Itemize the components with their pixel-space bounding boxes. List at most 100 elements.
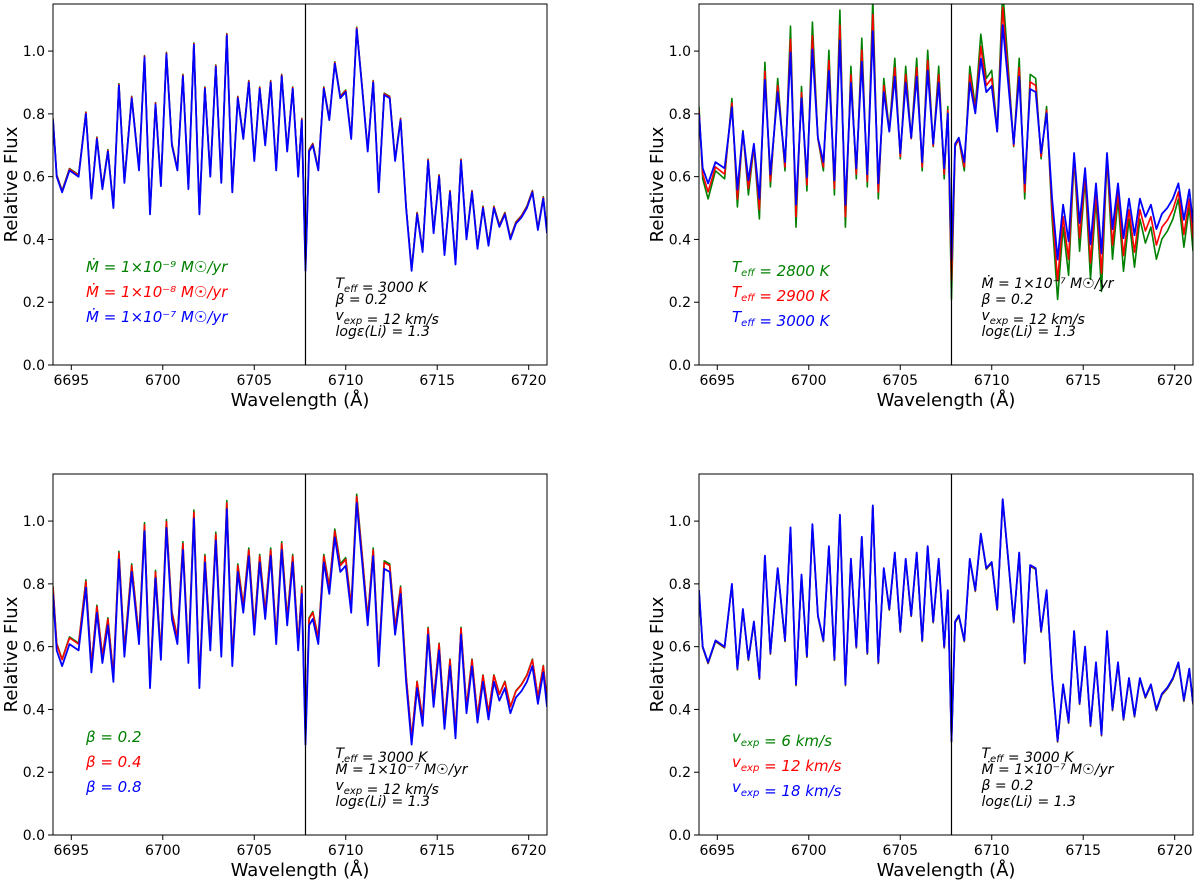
y-axis-label: Relative Flux [647,596,668,712]
legend-entry-3: Teff = 3000 K [732,308,831,330]
series-group [699,498,1193,743]
param-annotation-3: vexp = 12 km/s [335,308,438,328]
param-annotation-4: logε(Li) = 1.3 [335,794,429,810]
y-tick-label: 0.8 [23,107,45,123]
x-tick-label: 6720 [511,373,547,389]
y-tick-label: 0.8 [669,107,691,123]
legend-entry-3: β = 0.8 [85,778,142,796]
y-tick-label: 0.4 [23,232,45,248]
x-tick-label: 6720 [1157,843,1193,859]
series-line-3 [53,28,547,272]
x-tick-label: 6715 [1065,373,1101,389]
param-annotation-4: logε(Li) = 1.3 [335,324,429,340]
axes-frame [698,473,1194,836]
x-axis-label: Wavelength (Å) [231,389,370,411]
param-annotation-2: β = 0.2 [334,292,387,308]
x-tick-label: 6700 [145,373,181,389]
x-tick-label: 6715 [419,843,455,859]
x-tick-label: 6705 [236,373,272,389]
y-tick-label: 0.4 [23,702,45,718]
x-tick-label: 6695 [699,843,735,859]
y-axis-label: Relative Flux [1,596,22,712]
series-line-3 [699,24,1193,261]
x-tick-label: 6715 [419,373,455,389]
panel-teff: 6695 6700 6705 6710 6715 6720 0.0 0.2 0.4 0.6 0.8 1… [647,3,1194,411]
y-axis-label: Relative Flux [1,126,22,242]
panel-mdot: 6695 6700 6705 6710 6715 6720 0.0 0.2 0.4 0.6 0.8 1… [1,3,548,411]
y-tick-label: 0.0 [23,358,45,374]
x-tick-label: 6710 [328,843,364,859]
x-tick-label: 6695 [53,843,89,859]
y-tick-label: 0.2 [23,765,45,781]
x-tick-label: 6720 [511,843,547,859]
param-annotation-2: β = 0.2 [980,292,1033,308]
legend-entry-1: Teff = 2800 K [732,258,831,280]
x-tick-label: 6695 [53,373,89,389]
param-annotation-3: vexp = 12 km/s [335,778,438,798]
x-tick-label: 6710 [974,843,1010,859]
y-tick-label: 0.0 [23,828,45,844]
x-tick-label: 6700 [791,843,827,859]
y-axis-label: Relative Flux [647,126,668,242]
x-tick-label: 6705 [882,373,918,389]
series-group [699,4,1193,301]
param-annotation-3: vexp = 12 km/s [981,308,1084,328]
y-tick-label: 0.0 [669,358,691,374]
y-tick-label: 0.6 [23,170,45,186]
x-tick-label: 6695 [699,373,735,389]
series-line-3 [53,501,547,746]
x-axis-label: Wavelength (Å) [231,859,370,881]
axes-frame [698,3,1194,366]
x-tick-label: 6700 [791,373,827,389]
param-annotation-3: β = 0.2 [980,778,1033,794]
series-line-3 [699,498,1193,742]
param-annotation-2: Ṁ = 1×10⁻⁷ M☉/yr [335,760,468,778]
legend-entry-1: Ṁ = 1×10⁻⁹ M☉/yr [86,257,228,276]
legend-entry-1: vexp = 6 km/s [732,728,832,750]
y-tick-label: 1.0 [23,44,45,60]
x-tick-label: 6710 [974,373,1010,389]
y-tick-label: 0.0 [669,828,691,844]
param-annotation-1: Ṁ = 1×10⁻⁷ M☉/yr [981,274,1114,292]
x-tick-label: 6710 [328,373,364,389]
axes-frame [52,3,548,366]
legend-entry-3: Ṁ = 1×10⁻⁷ M☉/yr [86,307,228,326]
series-group [53,26,547,272]
param-annotation-4: logε(Li) = 1.3 [981,324,1075,340]
x-tick-label: 6720 [1157,373,1193,389]
y-tick-label: 0.8 [669,577,691,593]
y-tick-label: 0.6 [669,170,691,186]
series-group [53,493,547,746]
legend-entry-2: vexp = 12 km/s [732,753,842,775]
y-tick-label: 0.2 [23,295,45,311]
y-tick-label: 0.6 [23,640,45,656]
y-tick-label: 0.6 [669,640,691,656]
legend-entry-3: vexp = 18 km/s [732,778,842,800]
legend-entry-2: Teff = 2900 K [732,283,831,305]
panel-beta: 6695 6700 6705 6710 6715 6720 0.0 0.2 0.4 0.6 0.8 1… [1,473,548,881]
x-tick-label: 6705 [882,843,918,859]
param-annotation-1: Teff = 3000 K [981,746,1075,766]
x-axis-label: Wavelength (Å) [877,389,1016,411]
y-tick-label: 0.4 [669,702,691,718]
y-tick-label: 0.4 [669,232,691,248]
x-tick-label: 6705 [236,843,272,859]
x-tick-label: 6715 [1065,843,1101,859]
param-annotation-1: Teff = 3000 K [335,746,429,766]
panel-vexp: 6695 6700 6705 6710 6715 6720 0.0 0.2 0.4 0.6 0.8 1… [647,473,1194,881]
param-annotation-2: Ṁ = 1×10⁻⁷ M☉/yr [981,760,1114,778]
y-tick-label: 0.8 [23,577,45,593]
x-tick-label: 6700 [145,843,181,859]
y-tick-label: 0.2 [669,295,691,311]
param-annotation-1: Teff = 3000 K [335,276,429,296]
legend-entry-1: β = 0.2 [85,728,142,746]
y-tick-label: 1.0 [669,514,691,530]
legend-entry-2: Ṁ = 1×10⁻⁸ M☉/yr [86,282,228,301]
legend-entry-2: β = 0.4 [85,753,142,771]
axes-frame [52,473,548,836]
x-axis-label: Wavelength (Å) [877,859,1016,881]
y-tick-label: 1.0 [669,44,691,60]
y-tick-label: 1.0 [23,514,45,530]
param-annotation-4: logε(Li) = 1.3 [981,794,1075,810]
